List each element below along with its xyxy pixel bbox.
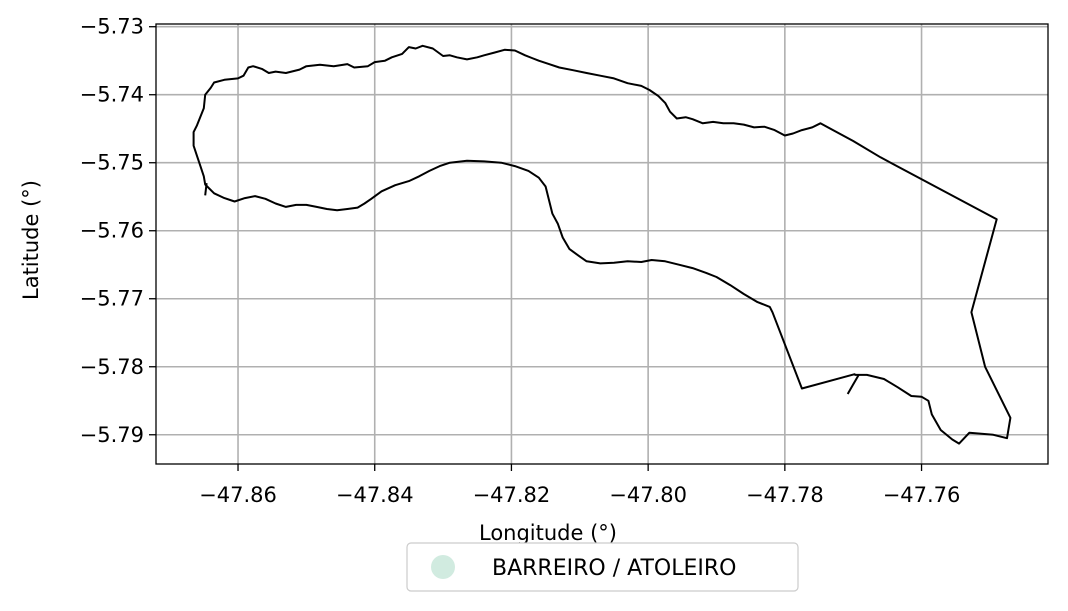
y-ticks: −5.73 −5.74 −5.75 −5.76 −5.77 −5.78 −5.79 [80, 15, 156, 447]
y-tick-label: −5.76 [80, 219, 144, 243]
legend: BARREIRO / ATOLEIRO [406, 542, 799, 592]
boundary-polygon [192, 44, 1012, 445]
grid-lines [156, 24, 1048, 464]
x-tick-label: −47.76 [883, 483, 961, 507]
legend-label: BARREIRO / ATOLEIRO [492, 556, 736, 581]
boundary-segment [204, 182, 208, 196]
y-tick-label: −5.75 [80, 151, 144, 175]
x-ticks: −47.86 −47.84 −47.82 −47.80 −47.78 −47.76 [199, 464, 960, 507]
legend-box [406, 542, 799, 592]
x-tick-label: −47.80 [609, 483, 687, 507]
y-tick-label: −5.77 [80, 287, 144, 311]
y-tick-label: −5.79 [80, 423, 144, 447]
plot-frame [155, 23, 1049, 465]
x-axis-label: Longitude (°) [479, 521, 617, 545]
legend-marker [431, 555, 455, 579]
y-tick-label: −5.74 [80, 83, 144, 107]
x-tick-label: −47.86 [199, 483, 277, 507]
x-tick-label: −47.82 [473, 483, 551, 507]
x-tick-label: −47.78 [746, 483, 824, 507]
y-axis-label: Latitude (°) [19, 180, 43, 300]
y-tick-label: −5.73 [80, 15, 144, 39]
boundary-segment [846, 374, 860, 395]
y-tick-label: −5.78 [80, 355, 144, 379]
x-tick-label: −47.84 [336, 483, 414, 507]
polygon-layer [192, 44, 1012, 445]
